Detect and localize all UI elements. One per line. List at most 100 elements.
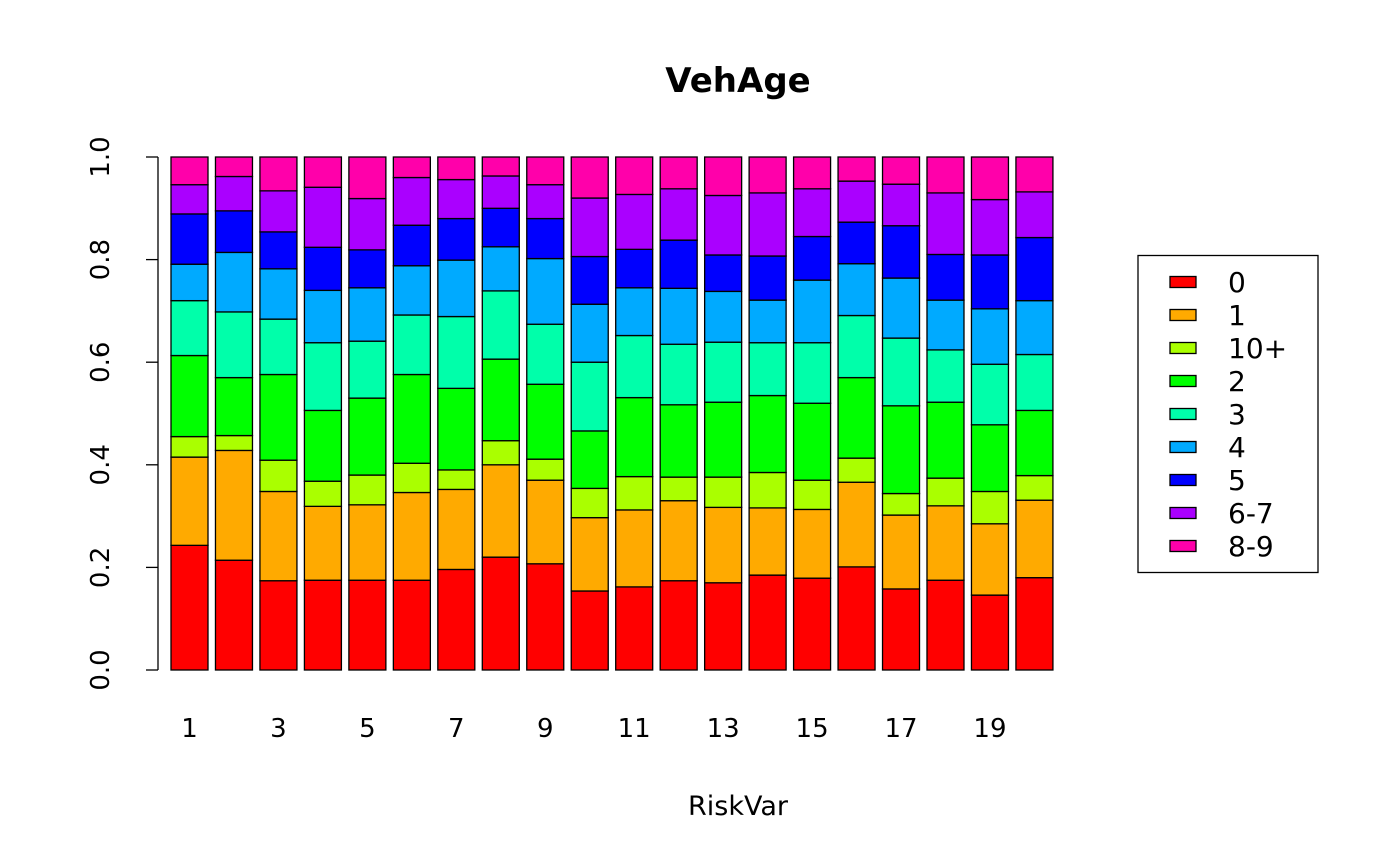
legend-label-10+: 10+ <box>1228 332 1287 365</box>
bar-segment-16-2 <box>837 376 876 459</box>
y-tick-label: 0.8 <box>86 239 116 280</box>
bar-segment-3-8-9 <box>259 156 298 192</box>
bar-segment-15-4 <box>792 279 832 344</box>
bar-segment-3-4 <box>259 268 298 320</box>
bar-segment-9-0 <box>526 563 565 671</box>
bar-segment-8-8-9 <box>481 156 520 177</box>
bar-segment-10-4 <box>570 303 609 363</box>
x-tick-label: 13 <box>707 714 740 744</box>
bar-segment-14-3 <box>748 342 787 397</box>
bar-segment-17-1 <box>881 514 921 590</box>
bar-segment-11-1 <box>615 509 654 588</box>
bar-segment-11-0 <box>615 586 654 671</box>
bar-segment-13-4 <box>703 290 743 343</box>
bar-segment-2-3 <box>214 311 254 379</box>
legend-label-5: 5 <box>1228 464 1246 497</box>
bar-segment-4-2 <box>303 409 343 482</box>
bar-segment-9-2 <box>526 383 565 460</box>
x-tick-label: 9 <box>537 714 554 744</box>
bar-segment-8-2 <box>481 358 520 442</box>
bar-segment-18-4 <box>926 299 965 351</box>
bar-segment-17-5 <box>881 225 921 279</box>
bar-segment-13-1 <box>703 506 743 584</box>
bar-segment-5-5 <box>348 249 387 289</box>
bar-segment-5-0 <box>348 579 387 671</box>
bar-segment-12-10+ <box>659 476 698 502</box>
bar-segment-11-10+ <box>615 475 654 511</box>
bar-segment-16-5 <box>837 221 876 265</box>
bar-segment-5-3 <box>348 340 387 399</box>
bar-segment-12-1 <box>659 500 698 582</box>
bar-segment-1-1 <box>170 456 209 546</box>
bar-segment-16-0 <box>837 566 876 671</box>
bars-group <box>170 156 1054 671</box>
bar-segment-10-3 <box>570 361 609 432</box>
bar-segment-20-0 <box>1015 577 1054 671</box>
bar-segment-8-3 <box>481 290 520 360</box>
bar-segment-14-2 <box>748 394 787 474</box>
bar-segment-2-6-7 <box>214 175 254 212</box>
x-tick-label: 1 <box>181 714 198 744</box>
bar-segment-2-5 <box>214 210 254 254</box>
bar-segment-1-2 <box>170 354 209 438</box>
bar-segment-1-8-9 <box>170 156 209 186</box>
bar-segment-19-10+ <box>970 490 1010 525</box>
legend-swatch-3 <box>1169 407 1197 421</box>
y-tick-label: 1.0 <box>86 136 116 177</box>
bar-segment-16-1 <box>837 481 876 568</box>
bar-segment-18-2 <box>926 401 965 479</box>
bar-segment-14-0 <box>748 574 787 671</box>
x-tick-label: 17 <box>884 714 917 744</box>
bar-segment-18-3 <box>926 349 965 403</box>
bar-segment-18-0 <box>926 579 965 671</box>
legend-label-6-7: 6-7 <box>1228 497 1274 530</box>
bar-segment-12-4 <box>659 287 698 345</box>
bar-segment-17-2 <box>881 405 921 495</box>
bar-segment-5-2 <box>348 397 387 476</box>
bar-segment-19-6-7 <box>970 198 1010 256</box>
bar-segment-11-8-9 <box>615 156 654 196</box>
bar-segment-7-5 <box>437 217 476 261</box>
bar-segment-15-0 <box>792 577 832 671</box>
bar-segment-4-0 <box>303 579 343 671</box>
bar-segment-6-6-7 <box>392 176 432 226</box>
legend-swatch-5 <box>1169 473 1197 487</box>
bar-segment-10-6-7 <box>570 197 609 258</box>
bar-segment-5-4 <box>348 287 387 342</box>
bar-segment-2-0 <box>214 559 254 671</box>
bar-segment-18-6-7 <box>926 192 965 256</box>
x-axis-label: RiskVar <box>688 791 789 822</box>
bar-segment-7-1 <box>437 488 476 571</box>
bar-segment-11-5 <box>615 248 654 289</box>
bar-segment-8-5 <box>481 207 520 248</box>
x-tick-label: 3 <box>270 714 287 744</box>
bar-segment-3-3 <box>259 318 298 376</box>
bar-segment-6-4 <box>392 265 432 316</box>
bar-segment-19-3 <box>970 363 1010 426</box>
legend-label-0: 0 <box>1228 266 1246 299</box>
bar-segment-3-1 <box>259 490 298 582</box>
bar-segment-10-2 <box>570 430 609 490</box>
bar-segment-11-4 <box>615 287 654 337</box>
bar-segment-4-10+ <box>303 480 343 508</box>
x-axis-tick-labels: 1 3 5 7 9 11 13 15 17 19 <box>181 714 1006 744</box>
bar-segment-9-1 <box>526 479 565 565</box>
bar-segment-19-5 <box>970 254 1010 310</box>
bar-segment-7-0 <box>437 568 476 671</box>
bar-segment-16-4 <box>837 263 876 317</box>
bar-segment-6-5 <box>392 224 432 267</box>
bar-segment-17-0 <box>881 588 921 671</box>
bar-segment-12-3 <box>659 343 698 406</box>
legend-swatch-6-7 <box>1169 506 1197 520</box>
bar-segment-15-5 <box>792 235 832 281</box>
bar-segment-3-10+ <box>259 459 298 493</box>
bar-segment-3-6-7 <box>259 190 298 233</box>
bar-segment-20-2 <box>1015 409 1054 477</box>
bar-segment-9-4 <box>526 257 565 325</box>
bar-segment-5-1 <box>348 504 387 581</box>
y-axis: 0.0 0.2 0.4 0.6 0.8 1.0 <box>86 136 159 691</box>
bar-segment-7-8-9 <box>437 156 476 181</box>
bar-segment-15-3 <box>792 342 832 404</box>
x-tick-label: 15 <box>796 714 829 744</box>
